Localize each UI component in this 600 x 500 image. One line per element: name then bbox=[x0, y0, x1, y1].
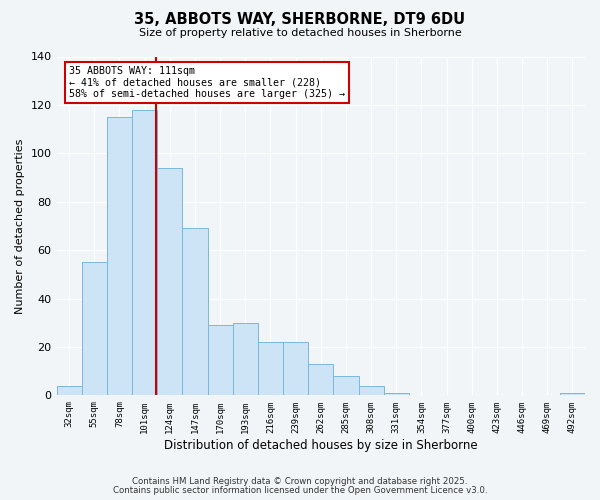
Text: 35 ABBOTS WAY: 111sqm
← 41% of detached houses are smaller (228)
58% of semi-det: 35 ABBOTS WAY: 111sqm ← 41% of detached … bbox=[69, 66, 345, 100]
Text: Size of property relative to detached houses in Sherborne: Size of property relative to detached ho… bbox=[139, 28, 461, 38]
Bar bbox=[560, 393, 585, 396]
Bar bbox=[56, 386, 82, 396]
Bar bbox=[334, 376, 359, 396]
Bar bbox=[208, 325, 233, 396]
X-axis label: Distribution of detached houses by size in Sherborne: Distribution of detached houses by size … bbox=[164, 440, 478, 452]
Bar bbox=[132, 110, 157, 396]
Text: Contains public sector information licensed under the Open Government Licence v3: Contains public sector information licen… bbox=[113, 486, 487, 495]
Bar bbox=[82, 262, 107, 396]
Bar bbox=[157, 168, 182, 396]
Bar bbox=[182, 228, 208, 396]
Bar bbox=[233, 323, 258, 396]
Bar bbox=[283, 342, 308, 396]
Text: 35, ABBOTS WAY, SHERBORNE, DT9 6DU: 35, ABBOTS WAY, SHERBORNE, DT9 6DU bbox=[134, 12, 466, 28]
Bar bbox=[383, 393, 409, 396]
Bar bbox=[258, 342, 283, 396]
Text: Contains HM Land Registry data © Crown copyright and database right 2025.: Contains HM Land Registry data © Crown c… bbox=[132, 477, 468, 486]
Y-axis label: Number of detached properties: Number of detached properties bbox=[15, 138, 25, 314]
Bar bbox=[308, 364, 334, 396]
Bar bbox=[107, 117, 132, 396]
Bar bbox=[359, 386, 383, 396]
